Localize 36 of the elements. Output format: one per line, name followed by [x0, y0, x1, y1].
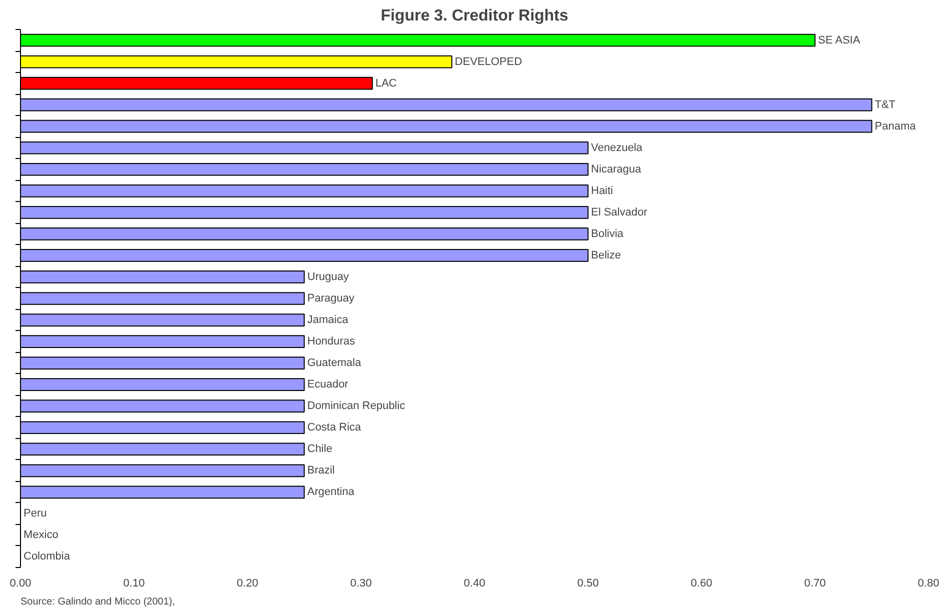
- y-tick-label: Chile: [307, 443, 332, 456]
- y-tick-label: Mexico: [24, 529, 58, 542]
- y-tick-label: Dominican Republic: [307, 400, 406, 412]
- y-tick-label: T&T: [874, 98, 896, 111]
- y-tick-label: Nicaragua: [591, 163, 642, 176]
- y-tick-label: Peru: [24, 508, 47, 520]
- y-tick-label: Belize: [591, 249, 621, 262]
- x-tick-label: 0.30: [350, 578, 372, 590]
- y-tick-label: Guatemala: [307, 357, 362, 370]
- x-tick-label: 0.40: [464, 578, 486, 590]
- x-tick-label: 0.20: [236, 578, 258, 590]
- x-tick-label: 0.80: [918, 578, 940, 590]
- y-tick-label: Panama: [874, 120, 917, 132]
- y-tick-label: El Salvador: [591, 206, 648, 218]
- y-tick-label: Ecuador: [307, 378, 349, 391]
- y-tick-label: Colombia: [24, 550, 71, 563]
- x-tick-label: 0.10: [123, 578, 145, 590]
- y-tick-label: DEVELOPED: [454, 56, 522, 68]
- x-tick-label: 0.70: [804, 578, 826, 590]
- y-tick-label: Honduras: [307, 336, 356, 348]
- y-tick-label: Argentina: [307, 486, 356, 498]
- y-tick-label: Uruguay: [307, 270, 350, 283]
- x-tick-label: 0.50: [577, 578, 599, 590]
- y-tick-label: Haiti: [591, 184, 614, 197]
- y-tick-label: SE ASIA: [818, 34, 861, 46]
- y-tick-label: Brazil: [307, 464, 335, 477]
- y-tick-label: Bolivia: [591, 228, 624, 240]
- y-tick-label: Paraguay: [307, 292, 355, 304]
- x-tick-label: 0.00: [10, 578, 32, 590]
- y-tick-label: Venezuela: [591, 142, 644, 154]
- chart-title: Figure 3. Creditor Rights: [380, 8, 568, 24]
- y-tick-label: Costa Rica: [307, 422, 362, 434]
- source-note: Source: Galindo and Micco (2001),: [20, 596, 176, 608]
- y-tick-label: LAC: [375, 77, 397, 90]
- y-tick-label: Jamaica: [307, 314, 350, 326]
- x-tick-label: 0.60: [690, 578, 712, 590]
